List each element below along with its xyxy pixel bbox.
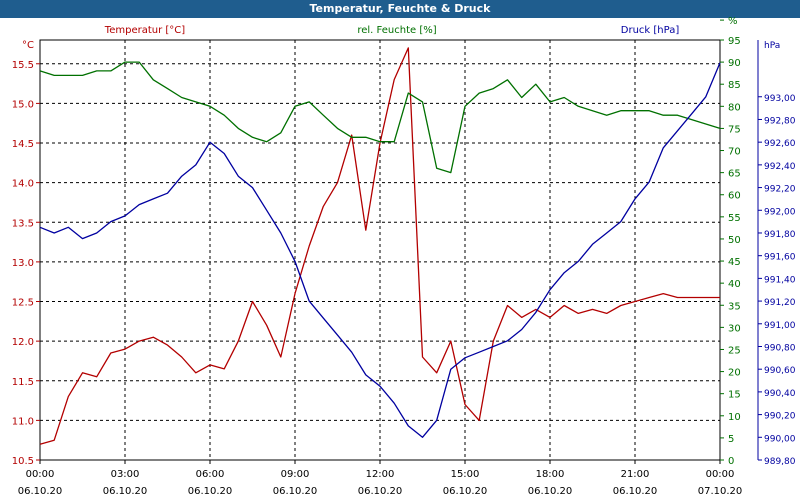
temperature-tick-label: 12.0 xyxy=(12,337,34,348)
pressure-tick-label: 990,80 xyxy=(764,343,796,353)
temperature-unit-label: °C xyxy=(22,40,34,51)
temperature-tick-label: 13.0 xyxy=(12,258,34,269)
pressure-tick-label: 992,20 xyxy=(764,185,796,195)
humidity-tick-label: 55 xyxy=(728,213,741,224)
x-tick-label-time: 15:00 xyxy=(451,469,480,480)
pressure-tick-label: 991,40 xyxy=(764,275,796,285)
temperature-tick-label: 10.5 xyxy=(12,456,34,467)
temperature-tick-label: 13.5 xyxy=(12,218,34,229)
x-tick-label-time: 09:00 xyxy=(281,469,310,480)
humidity-tick-label: 30 xyxy=(728,323,741,334)
pressure-tick-label: 992,60 xyxy=(764,139,796,149)
pressure-tick-label: 991,20 xyxy=(764,298,796,308)
temperature-axis-title: Temperatur [°C] xyxy=(104,25,185,36)
pressure-tick-label: 989,80 xyxy=(764,457,796,467)
temperature-tick-label: 11.0 xyxy=(12,416,34,427)
pressure-tick-label: 990,00 xyxy=(764,434,796,444)
humidity-tick-label: 80 xyxy=(728,102,741,113)
temperature-tick-label: 12.5 xyxy=(12,298,34,309)
humidity-tick-label: 25 xyxy=(728,345,741,356)
humidity-tick-label: 90 xyxy=(728,58,741,69)
pressure-tick-label: 991,60 xyxy=(764,253,796,263)
pressure-tick-label: 992,80 xyxy=(764,116,796,126)
pressure-tick-label: 992,40 xyxy=(764,162,796,172)
x-tick-label-time: 21:00 xyxy=(621,469,650,480)
x-tick-label-date: 06.10.20 xyxy=(358,486,403,497)
x-tick-label-date: 06.10.20 xyxy=(273,486,318,497)
pressure-tick-label: 990,60 xyxy=(764,366,796,376)
humidity-tick-label: % xyxy=(728,16,738,27)
x-tick-label-time: 03:00 xyxy=(111,469,140,480)
humidity-tick-label: 95 xyxy=(728,36,741,47)
x-tick-label-date: 06.10.20 xyxy=(443,486,488,497)
humidity-series-line xyxy=(39,61,721,174)
humidity-tick-label: 40 xyxy=(728,279,741,290)
humidity-tick-label: 35 xyxy=(728,301,741,312)
pressure-tick-label: 992,00 xyxy=(764,207,796,217)
temperature-tick-label: 14.5 xyxy=(12,139,34,150)
x-tick-label-date: 06.10.20 xyxy=(528,486,573,497)
pressure-tick-label: 990,20 xyxy=(764,412,796,422)
x-tick-label-date: 06.10.20 xyxy=(103,486,148,497)
temperature-tick-label: 15.5 xyxy=(12,60,34,71)
humidity-tick-label: 5 xyxy=(728,434,734,445)
humidity-tick-label: 85 xyxy=(728,80,741,91)
temperature-tick-label: 14.0 xyxy=(12,179,34,190)
humidity-tick-label: 45 xyxy=(728,257,741,268)
x-tick-label-time: 00:00 xyxy=(26,469,55,480)
x-tick-label-time: 12:00 xyxy=(366,469,395,480)
pressure-tick-label: 993,00 xyxy=(764,94,796,104)
temperature-series-line xyxy=(39,47,720,445)
humidity-tick-label: 0 xyxy=(728,456,734,467)
x-tick-label-date: 06.10.20 xyxy=(188,486,233,497)
humidity-tick-label: 75 xyxy=(728,124,741,135)
humidity-axis-title: rel. Feuchte [%] xyxy=(357,25,436,36)
pressure-unit-label: hPa xyxy=(764,41,780,51)
pressure-tick-label: 991,80 xyxy=(764,230,796,240)
pressure-series-line xyxy=(39,62,721,438)
humidity-tick-label: 50 xyxy=(728,235,741,246)
x-tick-label-date: 07.10.20 xyxy=(698,486,743,497)
pressure-axis-title: Druck [hPa] xyxy=(621,25,680,36)
humidity-tick-label: 15 xyxy=(728,390,741,401)
humidity-tick-label: 70 xyxy=(728,147,741,158)
pressure-tick-label: 990,40 xyxy=(764,389,796,399)
temperature-tick-label: 11.5 xyxy=(12,377,34,388)
humidity-tick-label: 20 xyxy=(728,368,741,379)
humidity-tick-label: 10 xyxy=(728,412,741,423)
humidity-tick-label: 65 xyxy=(728,169,741,180)
humidity-tick-label: 60 xyxy=(728,191,741,202)
x-tick-label-time: 06:00 xyxy=(196,469,225,480)
x-tick-label-time: 18:00 xyxy=(536,469,565,480)
pressure-tick-label: 991,00 xyxy=(764,321,796,331)
x-tick-label-date: 06.10.20 xyxy=(613,486,658,497)
x-tick-label-time: 00:00 xyxy=(706,469,735,480)
chart-title: Temperatur, Feuchte & Druck xyxy=(0,0,800,18)
x-tick-label-date: 06.10.20 xyxy=(18,486,63,497)
temperature-tick-label: 15.0 xyxy=(12,99,34,110)
